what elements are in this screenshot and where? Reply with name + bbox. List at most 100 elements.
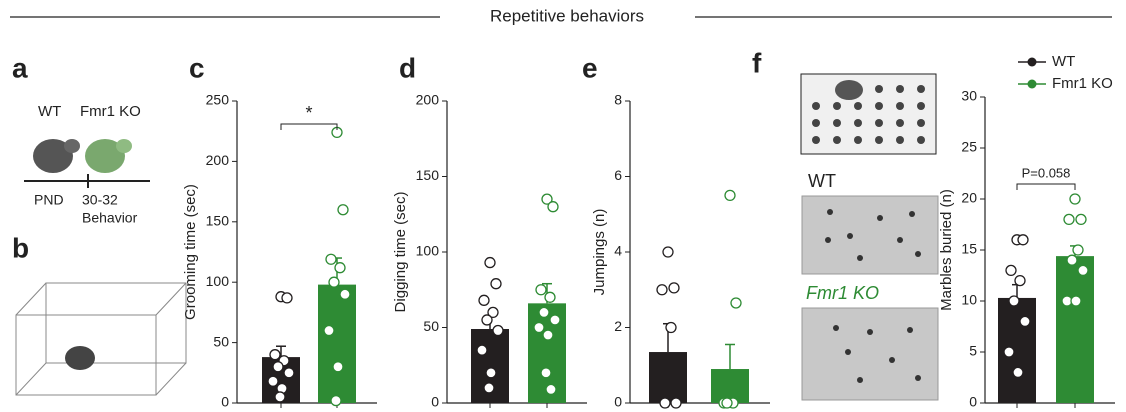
data-point: [270, 350, 280, 360]
mouse: [65, 346, 95, 370]
marble: [812, 102, 820, 110]
data-point: [326, 254, 336, 264]
data-point: [534, 323, 544, 333]
y-axis-label: Grooming time (sec): [182, 184, 199, 320]
photo-marble: [907, 327, 913, 333]
data-point: [539, 307, 549, 317]
data-point: [340, 289, 350, 299]
photo: [802, 308, 938, 400]
data-point: [669, 283, 679, 293]
photo-marble: [827, 209, 833, 215]
marble: [917, 85, 925, 93]
data-point: [543, 330, 553, 340]
data-point: [546, 384, 556, 394]
photo-label: Fmr1 KO: [806, 283, 879, 303]
data-point: [335, 263, 345, 273]
sig-bracket: [1017, 184, 1075, 190]
y-tick-label: 4: [614, 243, 622, 259]
data-point: [273, 362, 283, 372]
data-point: [484, 383, 494, 393]
data-point: [550, 315, 560, 325]
bar: [318, 285, 356, 403]
data-point: [725, 190, 735, 200]
marble: [917, 136, 925, 144]
y-tick-label: 5: [969, 343, 977, 359]
data-point: [275, 392, 285, 402]
marble: [875, 85, 883, 93]
data-point: [486, 368, 496, 378]
bar: [649, 352, 687, 403]
bar: [711, 369, 749, 403]
y-tick-label: 0: [431, 394, 439, 410]
panel-letter: e: [582, 52, 598, 83]
data-point: [663, 247, 673, 257]
data-point: [1015, 276, 1025, 286]
photo-marble: [825, 237, 831, 243]
group-label: Fmr1 KO: [80, 103, 141, 120]
data-point: [333, 362, 343, 372]
legend-label: WT: [1052, 53, 1075, 70]
data-point: [331, 396, 341, 406]
mouse-ko: [85, 139, 132, 173]
y-tick-label: 8: [614, 92, 622, 108]
data-point: [660, 398, 670, 408]
data-point: [666, 323, 676, 333]
marble: [854, 136, 862, 144]
photo-marble: [845, 349, 851, 355]
marble-grid: [801, 74, 936, 154]
data-point: [1009, 296, 1019, 306]
data-point: [477, 345, 487, 355]
data-point: [548, 202, 558, 212]
panel-letter: a: [12, 52, 28, 83]
y-axis-label: Digging time (sec): [392, 192, 409, 313]
data-point: [1006, 265, 1016, 275]
data-point: [1073, 245, 1083, 255]
legend-marker: [1028, 58, 1037, 67]
timeline-label: 30-32: [82, 192, 118, 208]
marble: [917, 119, 925, 127]
data-point: [1071, 296, 1081, 306]
data-point: [731, 298, 741, 308]
y-tick-label: 20: [961, 190, 977, 206]
timeline-label: Behavior: [82, 210, 138, 226]
panel-letter: f: [752, 47, 762, 78]
y-tick-label: 100: [206, 273, 230, 289]
y-tick-label: 200: [206, 152, 230, 168]
y-tick-label: 25: [961, 139, 977, 155]
y-tick-label: 50: [213, 333, 229, 349]
y-tick-label: 2: [614, 318, 622, 334]
y-tick-label: 250: [206, 92, 230, 108]
y-tick-label: 0: [614, 394, 622, 410]
timeline-label: PND: [34, 192, 64, 208]
y-tick-label: 150: [206, 213, 230, 229]
legend-label: Fmr1 KO: [1052, 75, 1113, 92]
marble: [833, 102, 841, 110]
data-point: [1070, 194, 1080, 204]
arena: [16, 283, 186, 395]
data-point: [1004, 347, 1014, 357]
y-tick-label: 200: [416, 92, 440, 108]
y-tick-label: 100: [416, 243, 440, 259]
photo-label: WT: [808, 171, 836, 191]
y-tick-label: 30: [961, 88, 977, 104]
data-point: [545, 292, 555, 302]
data-point: [657, 285, 667, 295]
photo-marble: [915, 375, 921, 381]
figure-title: Repetitive behaviors: [490, 6, 644, 25]
data-point: [1013, 367, 1023, 377]
marble: [875, 119, 883, 127]
photo-marble: [833, 325, 839, 331]
data-point: [479, 295, 489, 305]
marble: [833, 136, 841, 144]
y-axis-label: Marbles buried (n): [938, 189, 955, 311]
data-point: [493, 326, 503, 336]
marble: [917, 102, 925, 110]
y-tick-label: 50: [423, 318, 439, 334]
marble: [875, 136, 883, 144]
y-tick-label: 0: [221, 394, 229, 410]
photo-marble: [889, 357, 895, 363]
photo-marble: [847, 233, 853, 239]
data-point: [1064, 214, 1074, 224]
marble: [812, 119, 820, 127]
marble: [896, 136, 904, 144]
